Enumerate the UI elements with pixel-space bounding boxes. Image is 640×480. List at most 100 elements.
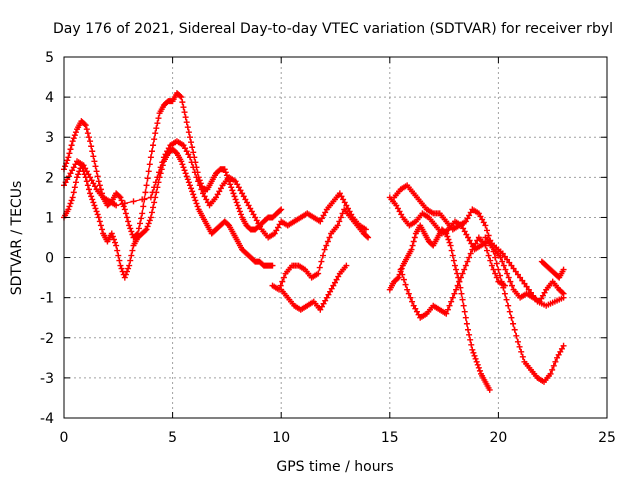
data-point bbox=[148, 209, 155, 216]
data-point bbox=[415, 311, 422, 318]
data-point bbox=[228, 184, 235, 191]
data-point bbox=[482, 222, 489, 229]
data-point bbox=[456, 278, 463, 285]
data-point bbox=[87, 190, 94, 197]
data-point bbox=[82, 165, 89, 172]
data-point bbox=[145, 220, 152, 227]
data-point bbox=[365, 234, 372, 241]
data-point bbox=[66, 150, 73, 157]
data-point bbox=[139, 210, 146, 217]
data-point bbox=[146, 161, 153, 168]
data-point bbox=[191, 169, 198, 176]
data-point bbox=[183, 148, 190, 155]
x-tick-label: 10 bbox=[272, 430, 290, 446]
data-point bbox=[492, 254, 499, 261]
data-point bbox=[255, 220, 262, 227]
data-point bbox=[193, 174, 200, 181]
data-point bbox=[338, 193, 345, 200]
data-point bbox=[118, 197, 125, 204]
data-point bbox=[69, 138, 76, 145]
data-point bbox=[508, 282, 515, 289]
series-arc-11 bbox=[538, 258, 567, 281]
y-tick-label: 1 bbox=[45, 210, 54, 226]
data-point bbox=[188, 185, 195, 192]
data-point bbox=[398, 211, 405, 218]
data-point bbox=[466, 254, 473, 261]
data-point bbox=[154, 174, 161, 181]
data-point bbox=[502, 266, 509, 273]
data-point bbox=[214, 191, 221, 198]
data-point bbox=[516, 343, 523, 350]
data-point bbox=[117, 262, 124, 269]
data-point bbox=[129, 247, 136, 254]
data-point bbox=[317, 218, 324, 225]
data-point bbox=[191, 194, 198, 201]
data-point bbox=[398, 265, 405, 272]
data-point bbox=[560, 294, 567, 301]
data-point bbox=[322, 297, 329, 304]
data-point bbox=[185, 129, 192, 136]
data-point bbox=[477, 213, 484, 220]
series-arc-7 bbox=[386, 194, 567, 305]
data-point bbox=[151, 199, 158, 206]
data-point bbox=[493, 274, 500, 281]
data-point bbox=[85, 134, 92, 141]
data-point bbox=[447, 242, 454, 249]
data-point bbox=[474, 361, 481, 368]
data-point bbox=[454, 270, 461, 277]
data-point bbox=[467, 250, 474, 257]
data-point bbox=[475, 364, 482, 371]
data-point bbox=[234, 202, 241, 209]
data-point bbox=[472, 240, 479, 247]
data-point bbox=[320, 252, 327, 259]
data-point bbox=[147, 214, 154, 221]
data-point bbox=[185, 151, 192, 158]
data-point bbox=[114, 247, 121, 254]
data-point bbox=[410, 238, 417, 245]
data-point bbox=[115, 252, 122, 259]
data-point bbox=[184, 124, 191, 131]
data-point bbox=[460, 302, 467, 309]
data-point bbox=[71, 184, 78, 191]
data-point bbox=[328, 285, 335, 292]
data-point bbox=[95, 178, 102, 185]
data-point bbox=[473, 358, 480, 365]
data-point bbox=[125, 265, 132, 272]
data-point bbox=[497, 272, 504, 279]
data-point bbox=[91, 202, 98, 209]
data-point bbox=[326, 234, 333, 241]
data-point bbox=[90, 199, 97, 206]
data-point bbox=[547, 370, 554, 377]
data-point bbox=[177, 93, 184, 100]
y-tick-label: 2 bbox=[45, 170, 54, 186]
data-point bbox=[446, 239, 453, 246]
data-point bbox=[183, 173, 190, 180]
data-point bbox=[93, 208, 100, 215]
data-point bbox=[151, 184, 158, 191]
data-point bbox=[335, 273, 342, 280]
data-point bbox=[514, 338, 521, 345]
data-point bbox=[69, 167, 76, 174]
data-point bbox=[186, 154, 193, 161]
series-arc-3 bbox=[61, 138, 369, 241]
data-point bbox=[557, 348, 564, 355]
data-point bbox=[67, 200, 74, 207]
data-point bbox=[238, 211, 245, 218]
data-point bbox=[65, 206, 72, 213]
data-point bbox=[157, 164, 164, 171]
data-point bbox=[222, 169, 229, 176]
data-point bbox=[485, 252, 492, 259]
data-point bbox=[343, 262, 350, 269]
data-point bbox=[146, 217, 153, 224]
data-point bbox=[459, 296, 466, 303]
data-point bbox=[217, 185, 224, 192]
data-point bbox=[204, 199, 211, 206]
data-point bbox=[120, 203, 127, 210]
data-point bbox=[123, 214, 130, 221]
data-point bbox=[94, 211, 101, 218]
data-point bbox=[156, 169, 163, 176]
data-point bbox=[224, 221, 231, 228]
y-axis-label: SDTVAR / TECUs bbox=[9, 181, 25, 296]
data-point bbox=[459, 270, 466, 277]
data-point bbox=[196, 182, 203, 189]
